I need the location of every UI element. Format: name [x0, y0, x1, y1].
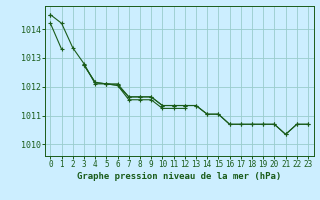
X-axis label: Graphe pression niveau de la mer (hPa): Graphe pression niveau de la mer (hPa) [77, 172, 281, 181]
